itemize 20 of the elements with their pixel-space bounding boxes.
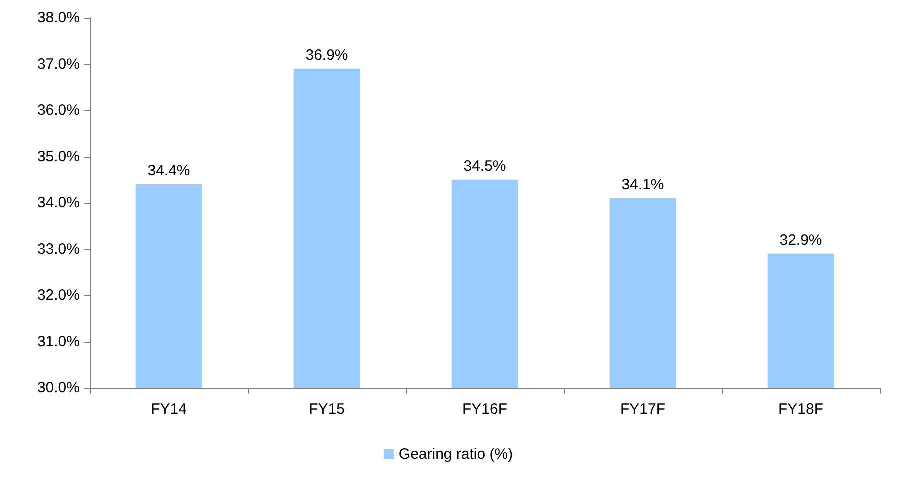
y-tick-label: 33.0% <box>37 240 80 258</box>
y-tick-label: 32.0% <box>37 287 80 304</box>
x-tick-label: FY17F <box>620 401 666 418</box>
data-label: 34.5% <box>464 158 506 175</box>
x-tick-label: FY15 <box>309 401 345 418</box>
data-label: 34.4% <box>148 162 190 180</box>
y-tick-label: 35.0% <box>37 148 80 166</box>
y-tick-label: 30.0% <box>37 380 80 396</box>
y-tick-label: 38.0% <box>37 10 80 26</box>
data-label: 34.1% <box>622 176 664 194</box>
data-label: 36.9% <box>306 46 348 64</box>
x-tick-label: FY18F <box>778 401 824 418</box>
x-tick-label: FY14 <box>151 401 187 418</box>
y-tick-label: 31.0% <box>37 333 80 350</box>
y-tick-label: 37.0% <box>37 56 80 73</box>
y-tick-label: 34.0% <box>37 194 80 212</box>
data-label: 32.9% <box>780 232 822 249</box>
legend-label: Gearing ratio (%) <box>398 446 514 463</box>
x-tick-label: FY16F <box>462 401 508 418</box>
y-tick-label: 36.0% <box>37 102 80 119</box>
